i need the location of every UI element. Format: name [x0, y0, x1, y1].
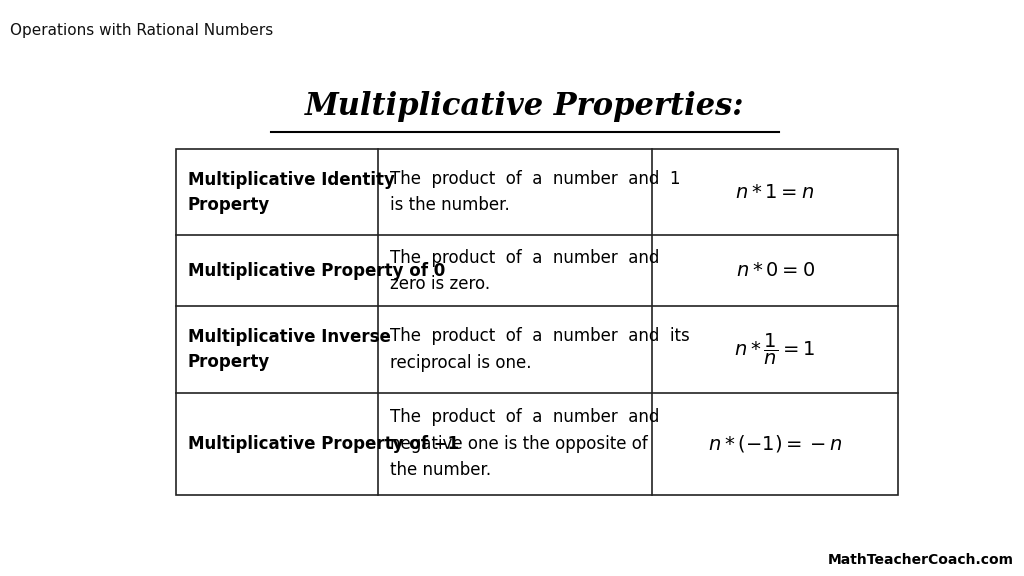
Bar — [176, 149, 898, 495]
Text: Multiplicative Inverse
Property: Multiplicative Inverse Property — [187, 328, 390, 371]
Text: Multiplicative Identity
Property: Multiplicative Identity Property — [187, 170, 394, 214]
Text: The  product  of  a  number  and
zero is zero.: The product of a number and zero is zero… — [390, 249, 659, 293]
Text: Operations with Rational Numbers: Operations with Rational Numbers — [10, 23, 273, 38]
Text: Multiplicative Properties:: Multiplicative Properties: — [305, 92, 744, 122]
Text: The  product  of  a  number  and
negative one is the opposite of
the number.: The product of a number and negative one… — [390, 408, 659, 479]
Text: $\mathbf{\mathit{n * 0 = 0}}$: $\mathbf{\mathit{n * 0 = 0}}$ — [735, 262, 814, 281]
Text: Multiplicative Property of 0: Multiplicative Property of 0 — [187, 262, 444, 280]
Text: $\mathbf{\mathit{n * (-1) = -n}}$: $\mathbf{\mathit{n * (-1) = -n}}$ — [708, 433, 843, 454]
Text: $\mathbf{\mathit{n * 1 = n}}$: $\mathbf{\mathit{n * 1 = n}}$ — [735, 183, 814, 202]
Text: Multiplicative Property of −1: Multiplicative Property of −1 — [187, 435, 459, 453]
Text: The  product  of  a  number  and  its
reciprocal is one.: The product of a number and its reciproc… — [390, 327, 689, 372]
Text: $\mathbf{\mathit{n * \dfrac{1}{n} = 1}}$: $\mathbf{\mathit{n * \dfrac{1}{n} = 1}}$ — [734, 332, 815, 367]
Text: The  product  of  a  number  and  1
is the number.: The product of a number and 1 is the num… — [390, 170, 680, 214]
Text: MathTeacherCoach.com: MathTeacherCoach.com — [827, 554, 1014, 567]
